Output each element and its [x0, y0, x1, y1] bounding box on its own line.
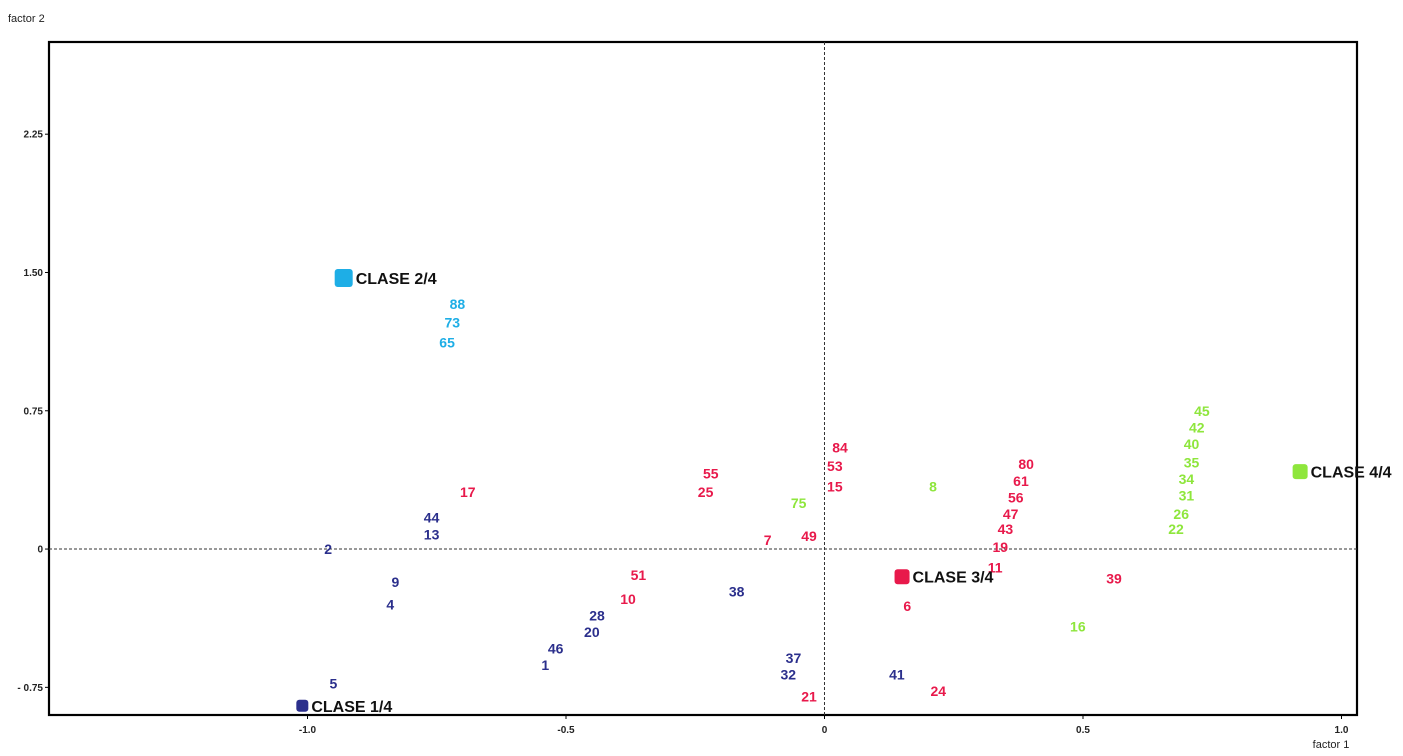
data-point-label: 10 [620, 591, 636, 607]
data-point-label: 17 [460, 484, 476, 500]
data-point-label: 28 [589, 607, 605, 623]
data-point-label: 56 [1008, 489, 1024, 505]
y-tick-label: 2.25 [24, 130, 44, 141]
data-point-label: 13 [424, 526, 440, 542]
data-point-label: 5 [329, 676, 337, 692]
x-tick-label: 0 [822, 725, 828, 736]
data-point-label: 65 [439, 335, 455, 351]
data-point-label: 11 [988, 559, 1003, 575]
data-point-label: 7 [764, 532, 772, 548]
class-centroid-label: CLASE 3/4 [913, 570, 994, 587]
plot-border [47, 40, 1359, 717]
data-point-label: 40 [1184, 436, 1200, 452]
data-point-label: 35 [1184, 454, 1200, 470]
plot-frame [47, 40, 1359, 717]
y-tick-label: - 0.75 [17, 683, 43, 694]
data-point-label: 44 [424, 510, 440, 526]
data-point-label: 51 [631, 567, 647, 583]
class-centroid-marker [894, 569, 910, 585]
data-point-label: 15 [827, 478, 843, 494]
data-point-label: 26 [1173, 506, 1189, 522]
data-point-label: 6 [903, 598, 911, 614]
class-centroid-marker [334, 269, 353, 288]
data-point-label: 41 [889, 666, 905, 682]
data-point-label: 22 [1168, 521, 1184, 537]
y-tick-label: 1.50 [24, 268, 44, 279]
data-point-label: 4 [386, 596, 394, 612]
data-point-label: 84 [832, 440, 848, 456]
data-point-label: 38 [729, 583, 745, 599]
data-point-label: 34 [1179, 471, 1195, 487]
data-point-label: 31 [1179, 488, 1195, 504]
class-centroid-marker [296, 699, 309, 712]
data-point-label: 49 [801, 528, 817, 544]
data-point-label: 46 [548, 641, 564, 657]
data-point-label: 1 [541, 657, 549, 673]
data-point-label: 73 [444, 314, 460, 330]
data-point-label: 8 [929, 478, 937, 494]
axes: 2.25 1.50 0.75 0 - 0.75 -1.0 -0.5 0 0.5 1.0 [17, 42, 1357, 736]
data-point-label: 88 [450, 296, 466, 312]
data-point-label: 45 [1194, 403, 1210, 419]
data-point-label: 42 [1189, 419, 1205, 435]
data-point-label: 55 [703, 465, 719, 481]
class-centroid-label: CLASE 2/4 [356, 271, 437, 288]
data-point-label: 43 [998, 521, 1014, 537]
class-centroid-marker [1292, 464, 1308, 480]
data-point-label: 24 [930, 683, 946, 699]
data-point-label: 80 [1018, 456, 1034, 472]
data-point-label: 19 [992, 539, 1008, 555]
data-point-label: 61 [1013, 473, 1029, 489]
x-tick-label: 0.5 [1076, 725, 1090, 736]
x-tick-label: -0.5 [557, 725, 575, 736]
y-tick-label: 0 [37, 545, 43, 556]
data-point-label: 25 [698, 484, 714, 500]
class-centroids: CLASE 1/4 CLASE 2/4 CLASE 3/4 CLASE 4/4 [296, 269, 1392, 716]
data-point-label: 16 [1070, 618, 1086, 634]
class-centroid-label: CLASE 1/4 [311, 699, 392, 716]
data-point-label: 9 [391, 574, 399, 590]
data-point-label: 47 [1003, 506, 1019, 522]
data-point-label: 75 [791, 495, 807, 511]
x-tick-label: 1.0 [1335, 725, 1349, 736]
data-point-label: 32 [781, 666, 797, 682]
data-point-label: 2 [324, 541, 332, 557]
x-axis-title: factor 1 [1313, 739, 1350, 751]
data-point-label: 20 [584, 624, 600, 640]
data-point-label: 37 [786, 650, 802, 666]
y-axis-title: factor 2 [8, 13, 45, 25]
x-tick-label: -1.0 [299, 725, 317, 736]
y-tick-label: 0.75 [24, 406, 44, 417]
class-centroid-label: CLASE 4/4 [1311, 465, 1392, 482]
data-point-label: 21 [801, 689, 817, 705]
data-point-label: 53 [827, 458, 843, 474]
data-point-label: 39 [1106, 571, 1122, 587]
